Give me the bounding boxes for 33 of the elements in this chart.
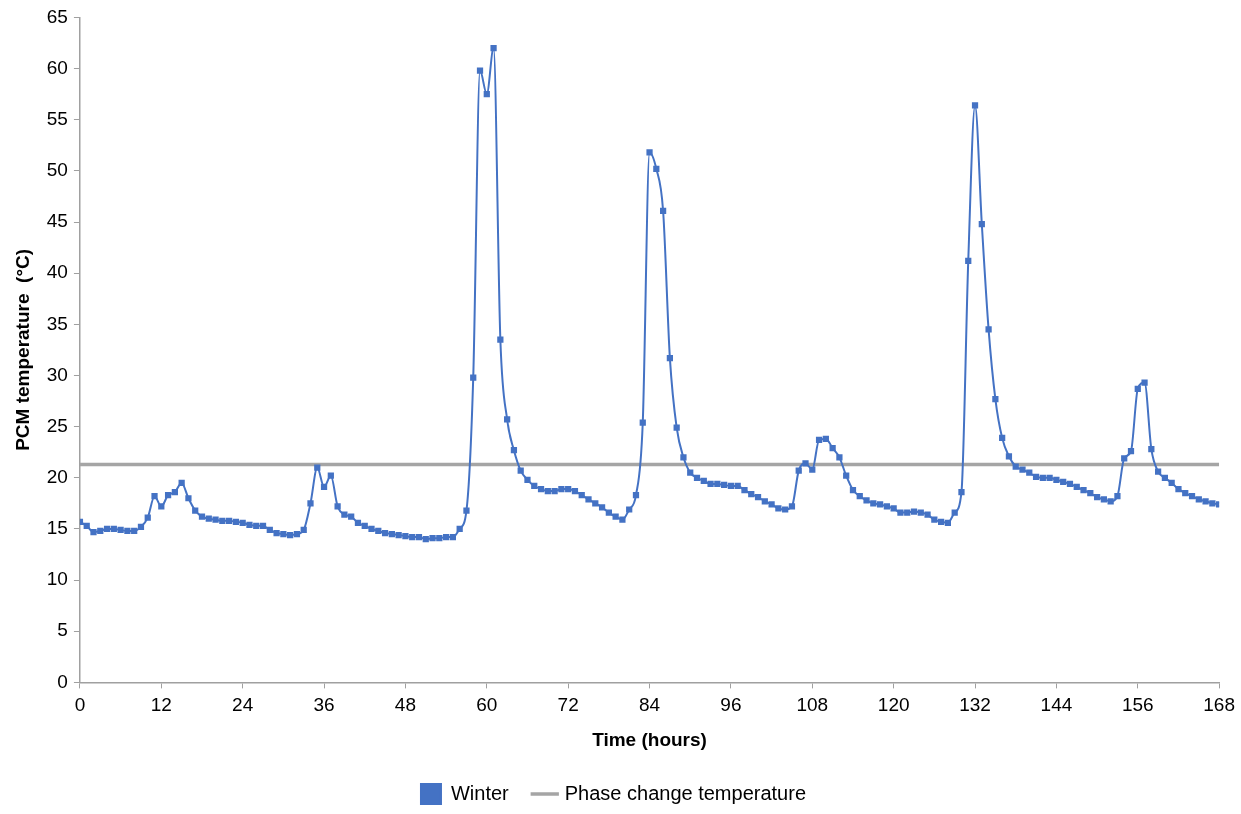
y-tick-label: 20: [46, 466, 68, 488]
y-tick-label: 5: [57, 619, 68, 641]
y-tick-label: 60: [46, 56, 68, 78]
legend-label: Phase change temperature: [564, 781, 807, 804]
x-tick-label: 168: [1203, 694, 1235, 716]
x-tick-label: 36: [313, 694, 335, 716]
y-tick-label: 25: [46, 414, 68, 436]
x-tick-label: 132: [959, 694, 991, 716]
x-tick-label: 144: [1040, 694, 1073, 716]
legend-label: Winter: [450, 781, 510, 804]
x-tick-label: 60: [476, 694, 498, 716]
x-axis-title: Time (hours): [592, 728, 707, 750]
y-tick-label: 40: [46, 261, 68, 283]
x-tick-label: 84: [638, 694, 661, 716]
y-tick-label: 15: [46, 517, 68, 539]
x-tick-label: 108: [796, 694, 829, 716]
y-tick-label: 50: [46, 159, 68, 181]
x-tick-label: 72: [557, 694, 579, 716]
y-tick-label: 30: [46, 363, 68, 385]
y-axis-title: PCM temperature (°C): [11, 248, 33, 451]
x-tick-label: 24: [232, 694, 254, 716]
x-tick-label: 12: [150, 694, 172, 716]
y-tick-label: 65: [46, 5, 68, 27]
x-tick-label: 156: [1121, 694, 1154, 716]
y-tick-label: 0: [57, 670, 68, 692]
x-tick-label: 0: [74, 694, 86, 716]
x-tick-label: 48: [394, 694, 416, 716]
y-tick-label: 35: [46, 312, 68, 334]
y-tick-label: 55: [46, 107, 68, 129]
x-tick-label: 120: [877, 694, 910, 716]
x-tick-label: 96: [720, 694, 742, 716]
y-tick-label: 45: [46, 210, 68, 232]
y-tick-label: 10: [46, 568, 68, 590]
